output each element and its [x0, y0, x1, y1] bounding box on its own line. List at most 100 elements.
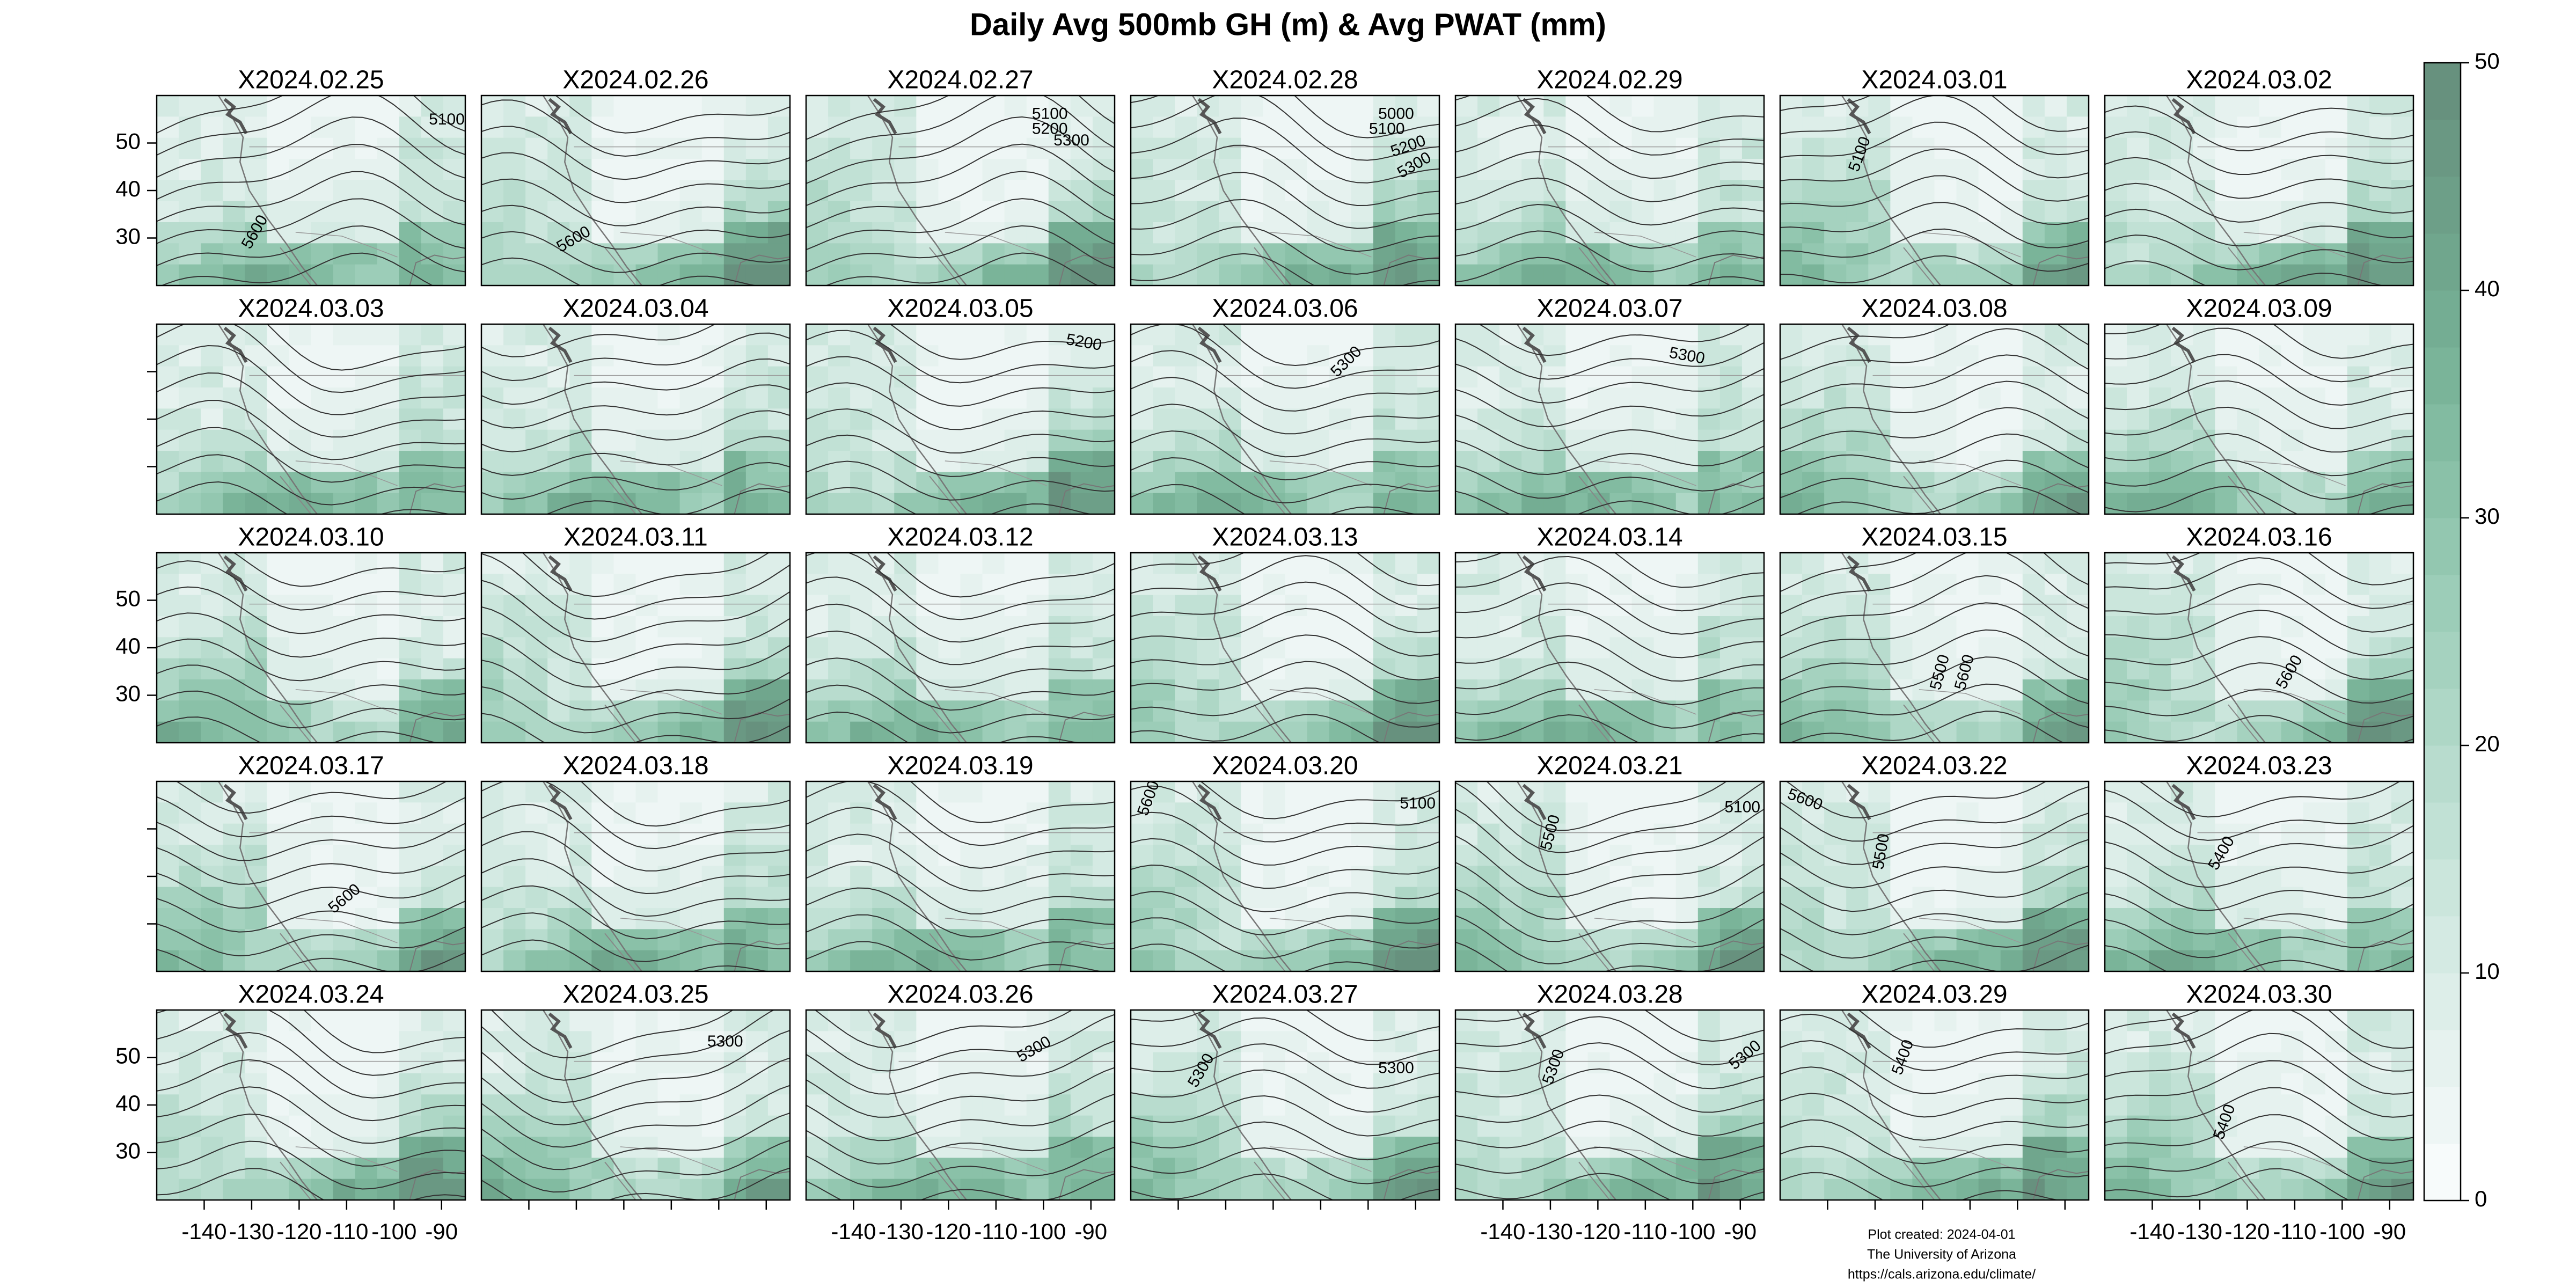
contour	[1131, 118, 1439, 184]
coastline	[1841, 781, 1941, 971]
pwat-cell	[916, 493, 939, 514]
pwat-cell	[179, 929, 202, 951]
pwat-cell	[1307, 1010, 1330, 1032]
pwat-cell	[1675, 802, 1699, 824]
pwat-cell	[2066, 472, 2089, 494]
pwat-cell	[421, 345, 444, 367]
pwat-cell	[1609, 180, 1633, 202]
pwat-cell	[635, 1094, 658, 1116]
pwat-cell	[767, 1052, 790, 1074]
pwat-cell	[1477, 845, 1501, 867]
pwat-cell	[481, 324, 504, 346]
coastline	[542, 553, 642, 743]
pwat-cell	[179, 264, 202, 286]
pwat-cell	[960, 1094, 983, 1116]
contour	[806, 460, 1115, 501]
pwat-cell	[311, 201, 334, 223]
pwat-cell	[2127, 264, 2150, 286]
pwat-cell	[872, 472, 895, 494]
border	[1269, 232, 1372, 258]
pwat-cell	[2325, 345, 2348, 367]
pwat-cell	[1587, 781, 1611, 803]
pwat-cell	[679, 595, 702, 617]
pwat-cell	[1890, 658, 1913, 680]
pwat-cell	[1824, 1115, 1847, 1137]
pwat-cell	[872, 950, 895, 971]
contour	[1131, 226, 1439, 275]
pwat-cell	[1521, 159, 1545, 181]
pwat-cell	[2237, 387, 2260, 409]
pwat-cell	[767, 1179, 790, 1200]
pwat-cell	[481, 451, 504, 473]
pwat-cell	[2281, 324, 2304, 346]
pwat-cell	[916, 1179, 939, 1200]
pwat-cell	[1780, 908, 1803, 930]
pwat-cell	[1802, 1073, 1825, 1095]
pwat-cell	[2000, 1094, 2023, 1116]
pwat-cell	[2391, 159, 2413, 181]
pwat-cell	[701, 366, 724, 388]
coastline	[542, 781, 642, 971]
pwat-cell	[1890, 802, 1913, 824]
pwat-cell	[723, 1052, 747, 1074]
pwat-cell	[613, 1031, 636, 1053]
pwat-cell	[1846, 721, 1869, 743]
pwat-cell	[1675, 408, 1699, 430]
pwat-cell	[1351, 159, 1374, 181]
contour	[1455, 609, 1764, 658]
pwat-cell	[1048, 201, 1071, 223]
pwat-cell	[2105, 637, 2128, 659]
pwat-cell	[179, 721, 202, 743]
pwat-cell	[1092, 679, 1115, 701]
pwat-cell	[1956, 781, 1979, 803]
pwat-cell	[1307, 802, 1330, 824]
pwat-cell	[894, 493, 917, 514]
pwat-cell	[2237, 637, 2260, 659]
pwat-cell	[1565, 553, 1589, 575]
contour	[1780, 354, 2089, 406]
contour	[266, 324, 465, 371]
pwat-cell	[2303, 345, 2326, 367]
pwat-cell	[1565, 595, 1589, 617]
coastline	[1058, 940, 1115, 971]
pwat-cell	[2000, 493, 2023, 514]
pwat-cell	[443, 679, 465, 701]
pwat-cell	[1934, 616, 1957, 638]
pwat-cell	[1631, 929, 1655, 951]
pwat-cell	[525, 408, 548, 430]
pwat-cell	[872, 845, 895, 867]
contour	[1455, 1146, 1764, 1184]
pwat-cell	[443, 721, 465, 743]
pwat-cell	[982, 823, 1005, 845]
pwat-cell	[355, 616, 378, 638]
pwat-cell	[223, 616, 246, 638]
pwat-cell	[1026, 264, 1049, 286]
pwat-cell	[767, 159, 790, 181]
pwat-cell	[481, 159, 504, 181]
pwat-cell	[2369, 493, 2392, 514]
pwat-cell	[1285, 1115, 1308, 1137]
pwat-cell	[1978, 908, 2001, 930]
pwat-cell	[201, 1010, 224, 1032]
pwat-cell	[2369, 222, 2392, 244]
pwat-cell	[1477, 637, 1501, 659]
pwat-cell	[1631, 1158, 1655, 1180]
pwat-cell	[591, 950, 614, 971]
pwat-cell	[657, 96, 680, 118]
pwat-cell	[1543, 595, 1567, 617]
pwat-cell	[2127, 451, 2150, 473]
pwat-cell	[1780, 929, 1803, 951]
pwat-cell	[2193, 950, 2216, 971]
pwat-cell	[1868, 574, 1891, 596]
pwat-cell	[1824, 658, 1847, 680]
pwat-cell	[245, 159, 268, 181]
pwat-cell	[1417, 137, 1439, 159]
lon-tick-label: -120	[926, 1219, 971, 1244]
pwat-cell	[1697, 637, 1721, 659]
pwat-cell	[245, 1010, 268, 1032]
pwat-cell	[503, 429, 526, 451]
pwat-cell	[1197, 866, 1220, 888]
pwat-cell	[1197, 1137, 1220, 1159]
pwat-cell	[960, 451, 983, 473]
pwat-cell	[1934, 180, 1957, 202]
